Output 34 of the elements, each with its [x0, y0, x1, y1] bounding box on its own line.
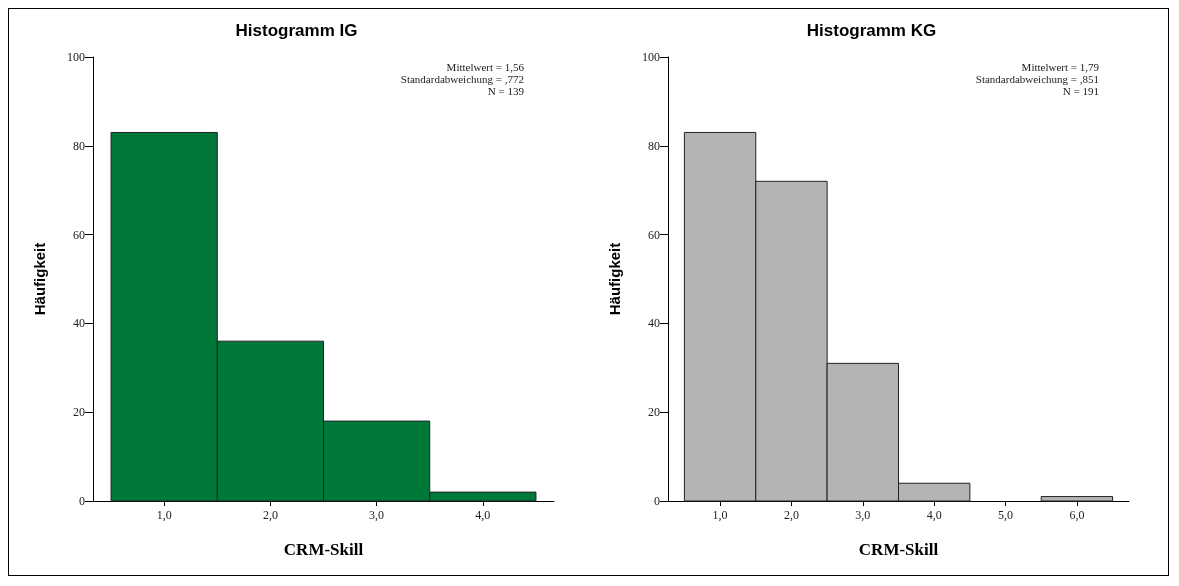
- y-tick-label: 40: [73, 316, 85, 331]
- y-tick-label: 40: [648, 316, 660, 331]
- annotation: N = 139: [487, 84, 525, 97]
- x-tick-label: 1,0: [712, 508, 728, 522]
- y-tick-label: 0: [79, 494, 85, 508]
- chart-title: Histogramm IG: [235, 21, 358, 40]
- y-tick-label: 0: [654, 494, 660, 508]
- x-tick-label: 5,0: [998, 508, 1014, 522]
- y-tick-label: 100: [642, 50, 660, 64]
- y-tick-label: 20: [648, 405, 660, 420]
- chart-title: Histogramm KG: [806, 21, 937, 40]
- x-tick-label: 6,0: [1069, 508, 1085, 522]
- annotation: Mittelwert = 1,79: [1021, 60, 1100, 73]
- annotation: N = 191: [1062, 84, 1100, 97]
- y-tick-label: 60: [648, 227, 660, 242]
- annotation: Mittelwert = 1,56: [446, 60, 525, 73]
- x-tick-label: 2,0: [262, 508, 278, 522]
- x-tick-label: 4,0: [926, 508, 942, 522]
- y-axis-title: Häufigkeit: [606, 242, 623, 316]
- annotation: Standardabweichung = ,772: [400, 72, 524, 85]
- x-tick-label: 3,0: [855, 508, 871, 522]
- y-tick-label: 60: [73, 227, 85, 242]
- y-tick-label: 20: [73, 405, 85, 420]
- y-axis-title: Häufigkeit: [31, 242, 48, 316]
- x-tick-label: 2,0: [783, 508, 799, 522]
- y-tick-label: 100: [67, 50, 85, 64]
- y-tick-label: 80: [73, 138, 85, 153]
- x-axis-title: CRM-Skill: [858, 540, 939, 559]
- x-tick-label: 4,0: [475, 508, 491, 522]
- y-tick-label: 80: [648, 138, 660, 153]
- x-tick-label: 3,0: [369, 508, 385, 522]
- x-tick-label: 1,0: [156, 508, 172, 522]
- annotation: Standardabweichung = ,851: [975, 72, 1099, 85]
- x-axis-title: CRM-Skill: [283, 540, 364, 559]
